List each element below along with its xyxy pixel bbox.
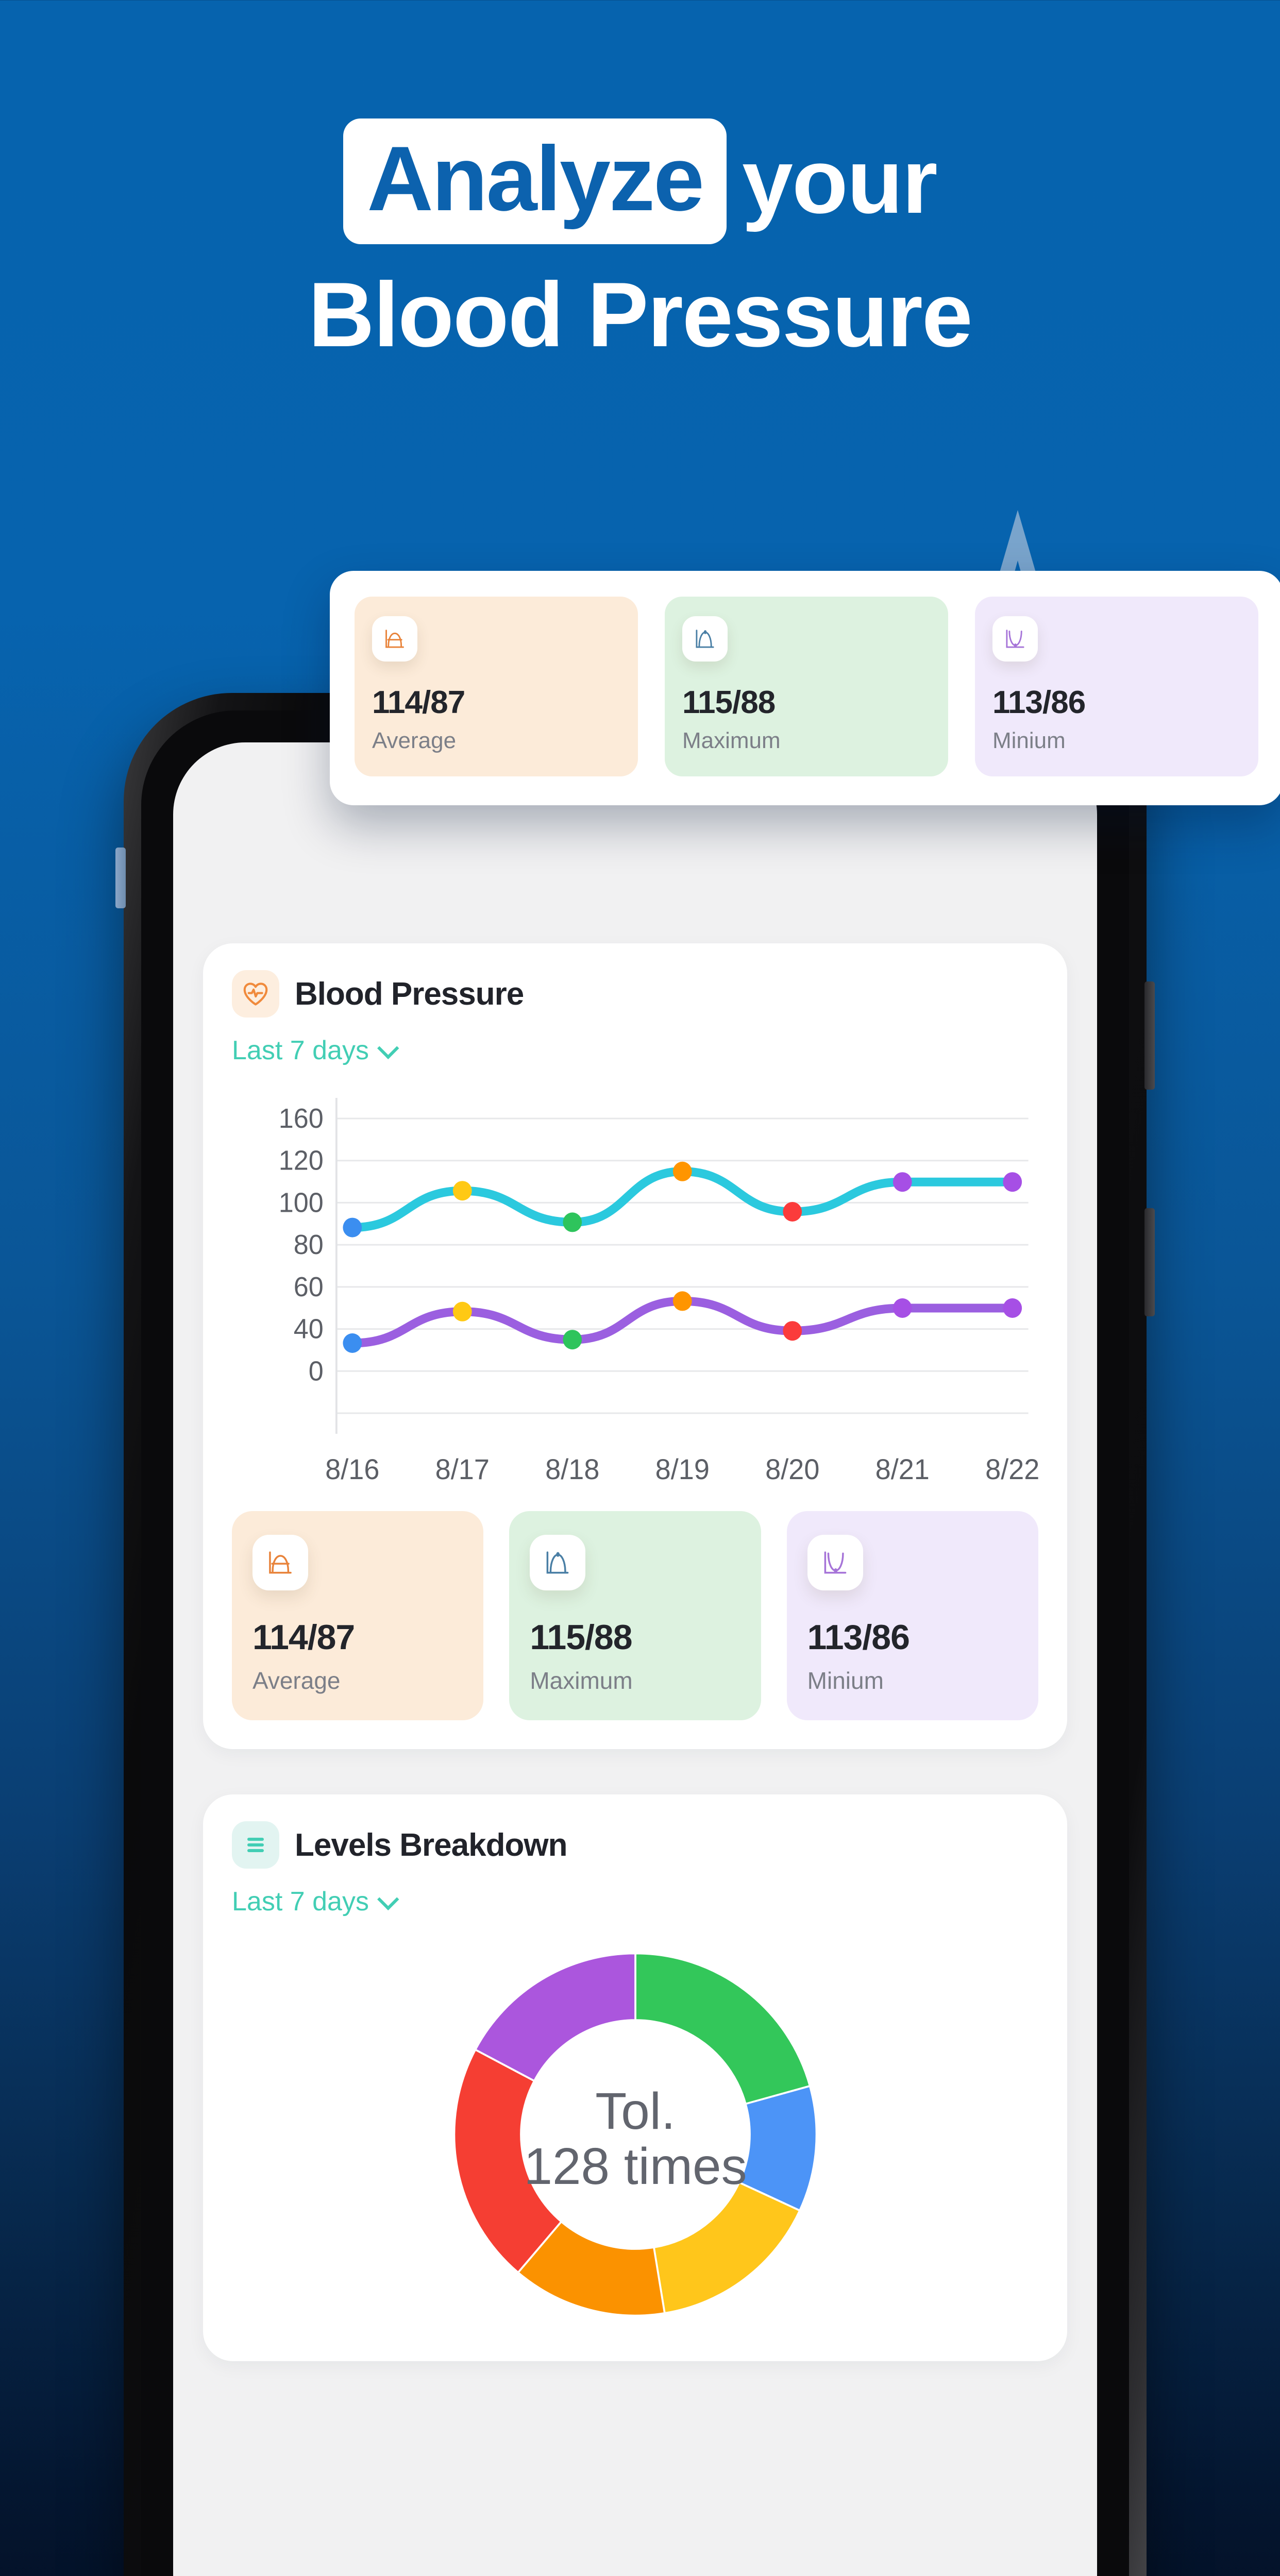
floating-stat-minimum[interactable]: 113/86 Minium [975, 597, 1258, 776]
floating-stat-maximum-label: Maximum [682, 728, 781, 753]
blood-pressure-period-selector[interactable]: Last 7 days [232, 1035, 1038, 1066]
chevron-down-icon [377, 1888, 399, 1910]
heart-pulse-icon [232, 970, 279, 1018]
svg-text:Tol.: Tol. [595, 2083, 675, 2140]
stat-tile-average-value: 114/87 [252, 1618, 355, 1657]
app-content: Blood Pressure Last 7 days 160 120 100 80 60… [173, 742, 1097, 2361]
chevron-down-icon [377, 1037, 399, 1059]
svg-text:40: 40 [294, 1314, 324, 1345]
svg-text:8/17: 8/17 [435, 1453, 490, 1480]
list-lines-icon [232, 1821, 279, 1869]
svg-text:120: 120 [279, 1145, 324, 1176]
levels-breakdown-period-label: Last 7 days [232, 1887, 369, 1917]
stat-tile-average-label: Average [252, 1667, 341, 1694]
phone-right-button-1[interactable] [1144, 981, 1155, 1090]
svg-text:128 times: 128 times [524, 2138, 747, 2195]
floating-stat-average-value: 114/87 [372, 685, 465, 720]
phone-left-button[interactable] [115, 848, 126, 908]
levels-breakdown-card: Levels Breakdown Last 7 days Tol. 128 tim… [203, 1794, 1067, 2361]
headline-line-1-rest: your [742, 130, 938, 232]
floating-stat-minimum-value: 113/86 [992, 685, 1086, 720]
stat-tile-maximum-value: 115/88 [530, 1618, 632, 1657]
headline-highlight-word: Analyze [343, 118, 727, 244]
svg-text:8/19: 8/19 [655, 1453, 710, 1480]
svg-text:8/20: 8/20 [765, 1453, 819, 1480]
floating-stat-average[interactable]: 114/87 Average [355, 597, 638, 776]
stat-tile-minimum-label: Minium [807, 1667, 884, 1694]
levels-breakdown-donut-chart: Tol. 128 times [232, 1944, 1038, 2325]
headline-line-1: Analyze your [0, 118, 1280, 244]
stat-tile-maximum-label: Maximum [530, 1667, 633, 1694]
headline-line-2: Blood Pressure [308, 263, 973, 366]
stat-tile-average[interactable]: 114/87 Average [232, 1511, 484, 1720]
floating-stat-average-label: Average [372, 728, 457, 753]
hero-headline: Analyze your Blood Pressure [0, 118, 1280, 363]
blood-pressure-period-label: Last 7 days [232, 1036, 369, 1065]
phone-right-button-2[interactable] [1144, 1208, 1155, 1316]
svg-text:160: 160 [279, 1103, 324, 1134]
svg-text:8/22: 8/22 [985, 1453, 1038, 1480]
svg-text:8/18: 8/18 [545, 1453, 599, 1480]
maximum-peak-icon [530, 1535, 586, 1590]
floating-stat-maximum-value: 115/88 [682, 685, 776, 720]
minimum-valley-icon [992, 616, 1038, 662]
stat-tile-minimum-value: 113/86 [807, 1618, 910, 1657]
maximum-peak-icon [682, 616, 728, 662]
phone-bezel: Blood Pressure Last 7 days 160 120 100 80 60… [141, 710, 1129, 2576]
average-curve-icon [372, 616, 417, 662]
levels-breakdown-card-header: Levels Breakdown [232, 1821, 1038, 1869]
blood-pressure-line-chart: 160 120 100 80 60 40 0 8/16 8/17 8/18 8/19 8/20 8/21… [232, 1089, 1038, 1480]
levels-breakdown-period-selector[interactable]: Last 7 days [232, 1886, 1038, 1917]
svg-text:60: 60 [294, 1272, 324, 1302]
blood-pressure-stat-tiles: 114/87 Average 115/88 [232, 1511, 1038, 1720]
levels-breakdown-title: Levels Breakdown [295, 1827, 567, 1863]
floating-stat-maximum[interactable]: 115/88 Maximum [665, 597, 948, 776]
floating-stats-card: 114/87 Average 115/88 Maximum 113/86 Min… [330, 571, 1280, 805]
stat-tile-minimum[interactable]: 113/86 Minium [786, 1511, 1038, 1720]
svg-text:80: 80 [294, 1229, 324, 1260]
svg-text:100: 100 [279, 1188, 324, 1218]
svg-text:8/16: 8/16 [325, 1453, 379, 1480]
svg-text:8/21: 8/21 [875, 1453, 930, 1480]
minimum-valley-icon [807, 1535, 863, 1590]
blood-pressure-card: Blood Pressure Last 7 days 160 120 100 80 60… [203, 943, 1067, 1749]
blood-pressure-card-header: Blood Pressure [232, 970, 1038, 1018]
blood-pressure-title: Blood Pressure [295, 976, 524, 1012]
line-chart-svg: 160 120 100 80 60 40 0 8/16 8/17 8/18 8/19 8/20 8/21… [279, 1098, 1038, 1480]
phone-screen: Blood Pressure Last 7 days 160 120 100 80 60… [173, 742, 1097, 2576]
average-curve-icon [252, 1535, 308, 1590]
stat-tile-maximum[interactable]: 115/88 Maximum [509, 1511, 761, 1720]
phone-mockup: Blood Pressure Last 7 days 160 120 100 80 60… [115, 693, 1155, 2576]
floating-stat-minimum-label: Minium [992, 728, 1066, 753]
donut-chart-svg: Tol.128 times [453, 1952, 817, 2317]
svg-text:0: 0 [309, 1355, 324, 1386]
